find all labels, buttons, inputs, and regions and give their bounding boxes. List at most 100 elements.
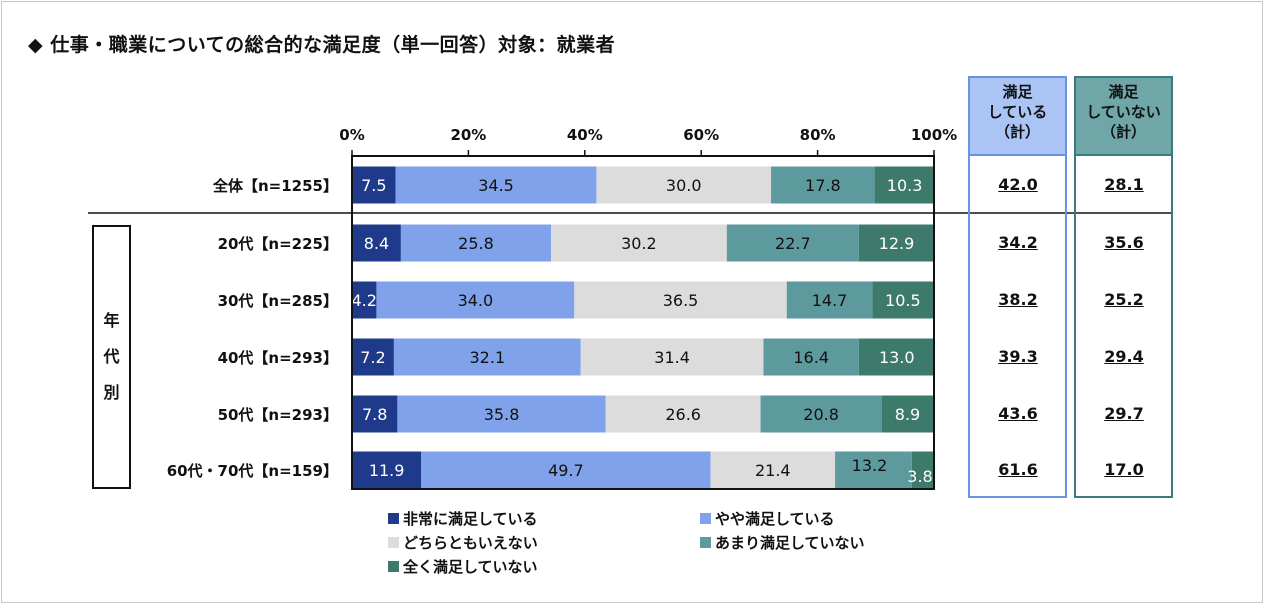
legend-label: どちらともいえない — [403, 534, 538, 552]
x-tick-label: 0% — [339, 126, 365, 144]
legend-label: やや満足している — [715, 510, 835, 528]
bar-segment — [352, 451, 422, 489]
data-label: 34.0 — [458, 291, 494, 310]
data-label: 35.8 — [484, 405, 520, 424]
legend-item: あまり満足していない — [700, 532, 865, 553]
summary-satisfied-value: 38.2 — [998, 290, 1038, 309]
legend-item: 全く満足していない — [388, 556, 538, 577]
bar-segment — [551, 224, 727, 262]
data-label: 36.5 — [663, 291, 699, 310]
legend-swatch — [700, 513, 711, 524]
bar-segment — [911, 451, 934, 489]
legend-item: やや満足している — [700, 508, 835, 529]
header-line: 満足 — [1002, 83, 1033, 101]
summary-not-satisfied-value: 29.4 — [1104, 347, 1144, 366]
data-label: 30.0 — [666, 176, 702, 195]
bar-segment — [786, 281, 873, 319]
data-label: 21.4 — [755, 461, 791, 480]
data-label: 13.0 — [879, 348, 915, 367]
summary-satisfied-header: 満足 している （計） — [968, 76, 1067, 156]
legend-swatch — [700, 537, 711, 548]
summary-not-satisfied-value: 28.1 — [1104, 175, 1144, 194]
bar-segment — [400, 224, 552, 262]
data-label: 26.6 — [665, 405, 701, 424]
bar-segment — [352, 395, 398, 433]
header-line: している — [987, 103, 1048, 121]
data-label: 10.5 — [885, 291, 921, 310]
row-label: 50代【n=293】 — [217, 406, 338, 424]
data-label: 4.2 — [351, 291, 376, 310]
summary-not-satisfied-value: 29.7 — [1104, 404, 1144, 423]
legend-swatch — [388, 537, 399, 548]
header-line: していない — [1086, 103, 1161, 121]
row-label: 30代【n=285】 — [217, 292, 338, 310]
data-label: 17.8 — [805, 176, 841, 195]
summary-not-satisfied-value: 25.2 — [1104, 290, 1144, 309]
summary-not-satisfied-value: 17.0 — [1104, 460, 1144, 479]
bar-segment — [858, 224, 934, 262]
data-label: 14.7 — [812, 291, 848, 310]
data-label: 7.2 — [360, 348, 385, 367]
chart-title: ◆ 仕事・職業についての総合的な満足度（単一回答）対象：就業者 — [28, 34, 616, 56]
x-tick-label: 80% — [799, 126, 836, 144]
bar-segment — [835, 451, 912, 489]
data-label: 7.5 — [361, 176, 386, 195]
age-group-char: 別 — [103, 383, 120, 402]
data-label: 31.4 — [654, 348, 690, 367]
bar-segment — [596, 166, 772, 204]
data-label: 13.2 — [852, 456, 888, 475]
bar-segment — [352, 166, 396, 204]
bar-segment — [858, 338, 935, 376]
summary-not-satisfied-value: 35.6 — [1104, 233, 1144, 252]
bar-segment — [352, 224, 401, 262]
summary-satisfied-value: 39.3 — [998, 347, 1038, 366]
bar-segment — [710, 451, 836, 489]
data-label: 25.8 — [458, 234, 494, 253]
bar-segment — [771, 166, 875, 204]
plot-area-border — [351, 155, 935, 490]
bar-segment — [352, 338, 394, 376]
legend-swatch — [388, 561, 399, 572]
data-label: 22.7 — [775, 234, 811, 253]
bar-segment — [397, 395, 606, 433]
data-label: 16.4 — [793, 348, 829, 367]
legend-swatch — [388, 513, 399, 524]
row-label: 20代【n=225】 — [217, 235, 338, 253]
data-label: 11.9 — [369, 461, 405, 480]
age-group-char: 代 — [103, 347, 120, 366]
legend-label: あまり満足していない — [715, 534, 865, 552]
row-label: 60代・70代【n=159】 — [166, 462, 338, 480]
age-group-char: 年 — [103, 311, 120, 330]
bar-segment — [763, 338, 859, 376]
bar-segment — [352, 281, 377, 319]
bar-segment — [872, 281, 934, 319]
data-label: 20.8 — [803, 405, 839, 424]
x-tick-label: 40% — [566, 126, 603, 144]
bar-segment — [605, 395, 761, 433]
header-line: 満足 — [1108, 83, 1139, 101]
summary-satisfied-value: 34.2 — [998, 233, 1038, 252]
bar-segment — [395, 166, 597, 204]
summary-satisfied-value: 43.6 — [998, 404, 1038, 423]
bar-segment — [726, 224, 859, 262]
bar-segment — [376, 281, 575, 319]
data-label: 3.8 — [907, 467, 932, 486]
legend-label: 非常に満足している — [403, 510, 538, 528]
data-label: 8.4 — [364, 234, 389, 253]
data-label: 34.5 — [478, 176, 514, 195]
x-tick-label: 60% — [683, 126, 720, 144]
bar-segment — [421, 451, 711, 489]
bar-segment — [760, 395, 882, 433]
legend-item: どちらともいえない — [388, 532, 538, 553]
header-line: （計） — [1100, 123, 1146, 141]
bar-segment — [881, 395, 934, 433]
x-tick-label: 100% — [910, 126, 958, 144]
data-label: 10.3 — [887, 176, 923, 195]
bar-segment — [874, 166, 935, 204]
summary-satisfied-value: 61.6 — [998, 460, 1038, 479]
summary-satisfied-value: 42.0 — [998, 175, 1038, 194]
bar-segment — [580, 338, 764, 376]
data-label: 30.2 — [621, 234, 657, 253]
data-label: 8.9 — [895, 405, 920, 424]
